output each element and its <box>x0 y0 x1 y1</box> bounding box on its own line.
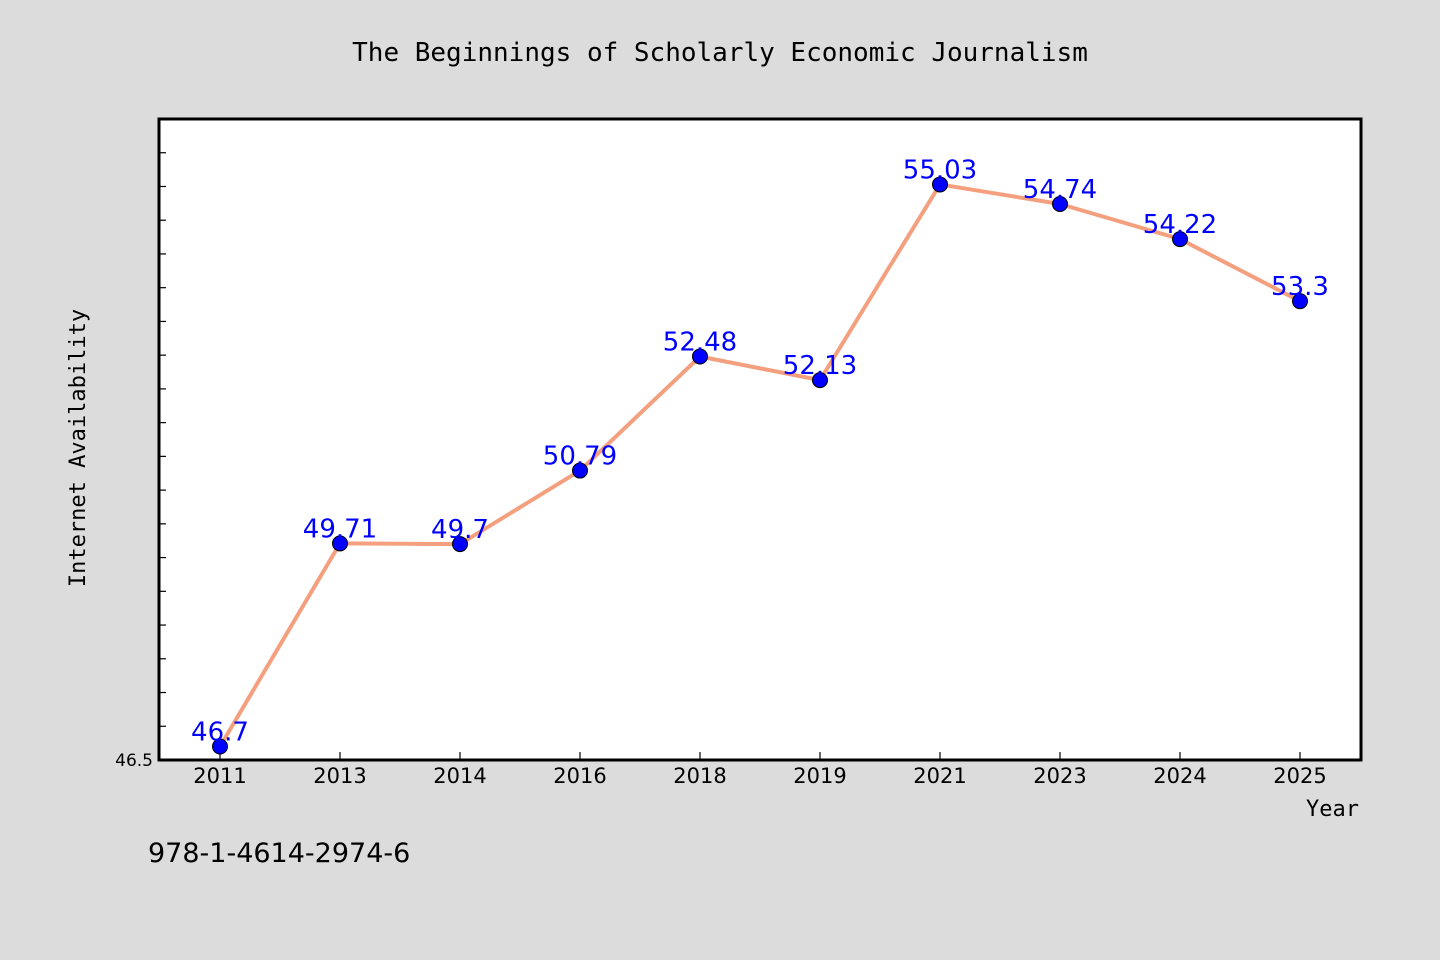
x-tick-label: 2016 <box>553 764 606 788</box>
data-label: 52.48 <box>663 328 737 358</box>
y-tick-label: 46.5 <box>115 751 153 771</box>
data-point <box>212 738 228 755</box>
data-point <box>452 536 468 553</box>
data-point <box>692 348 708 365</box>
y-axis-label: Internet Availability <box>66 309 91 587</box>
series-line-group <box>218 182 1301 748</box>
x-tick-label: 2024 <box>1153 764 1206 788</box>
data-point <box>1292 293 1308 310</box>
y-axis-ticks <box>159 118 166 761</box>
data-point <box>932 176 948 193</box>
x-axis-label: Year <box>1306 797 1359 822</box>
x-tick-label: 2018 <box>673 764 726 788</box>
plot-area <box>157 117 1363 762</box>
data-point <box>332 535 348 552</box>
data-label: 52.13 <box>783 351 857 381</box>
footer-code: 978-1-4614-2974-6 <box>148 838 410 869</box>
data-point <box>1172 231 1188 248</box>
data-label: 49.7 <box>431 515 489 545</box>
data-label: 49.71 <box>303 514 377 544</box>
data-point <box>1052 196 1068 213</box>
x-tick-label: 2023 <box>1033 764 1086 788</box>
data-labels: 46.7 49.71 49.7 50.79 52.48 52.13 55.03 54.74 54… <box>191 155 1329 747</box>
data-label: 50.79 <box>543 442 617 472</box>
x-axis-ticks <box>219 752 1301 760</box>
data-label: 54.22 <box>1143 210 1217 240</box>
x-tick-label: 2025 <box>1273 764 1326 788</box>
data-label: 46.7 <box>191 718 249 748</box>
x-tick-labels: 2011 2013 2014 2016 2018 2019 2021 2023 2024 2025 <box>193 764 1326 788</box>
data-point <box>812 372 828 389</box>
x-tick-label: 2021 <box>913 764 966 788</box>
data-point <box>572 462 588 479</box>
data-label: 55.03 <box>903 155 977 185</box>
x-tick-label: 2019 <box>793 764 846 788</box>
x-tick-label: 2013 <box>313 764 366 788</box>
data-markers <box>212 176 1308 755</box>
data-label: 54.74 <box>1023 175 1097 205</box>
x-tick-label: 2011 <box>193 764 246 788</box>
data-label: 53.3 <box>1271 272 1329 302</box>
x-tick-label: 2014 <box>433 764 486 788</box>
chart-title: The Beginnings of Scholarly Economic Jou… <box>352 38 1088 68</box>
series-line <box>218 182 1301 748</box>
